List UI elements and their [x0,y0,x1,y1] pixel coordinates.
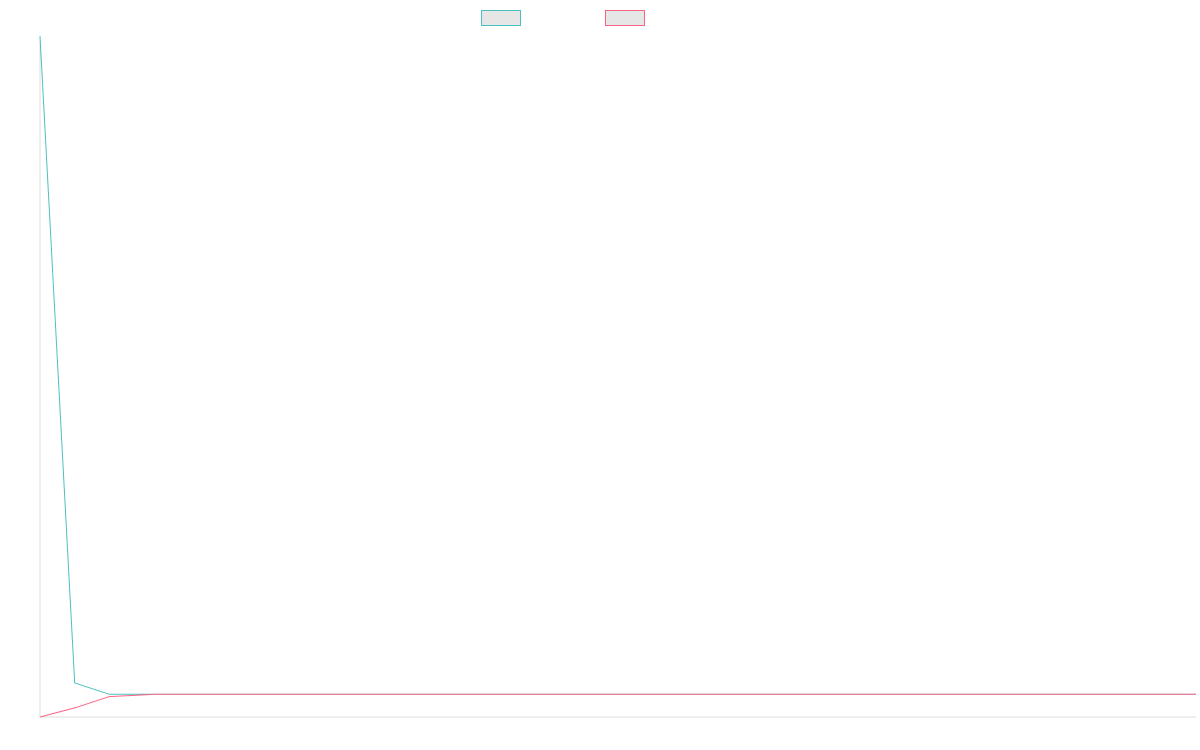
legend-item-1[interactable] [481,10,521,26]
series-lines [39,35,1196,718]
series-line-2 [39,693,1196,718]
axes [39,36,1196,718]
legend-item-2[interactable] [605,10,645,26]
legend-swatch-1[interactable] [481,10,521,26]
series-line-1 [39,35,1196,695]
legend-swatch-2[interactable] [605,10,645,26]
legend[interactable] [481,10,645,26]
